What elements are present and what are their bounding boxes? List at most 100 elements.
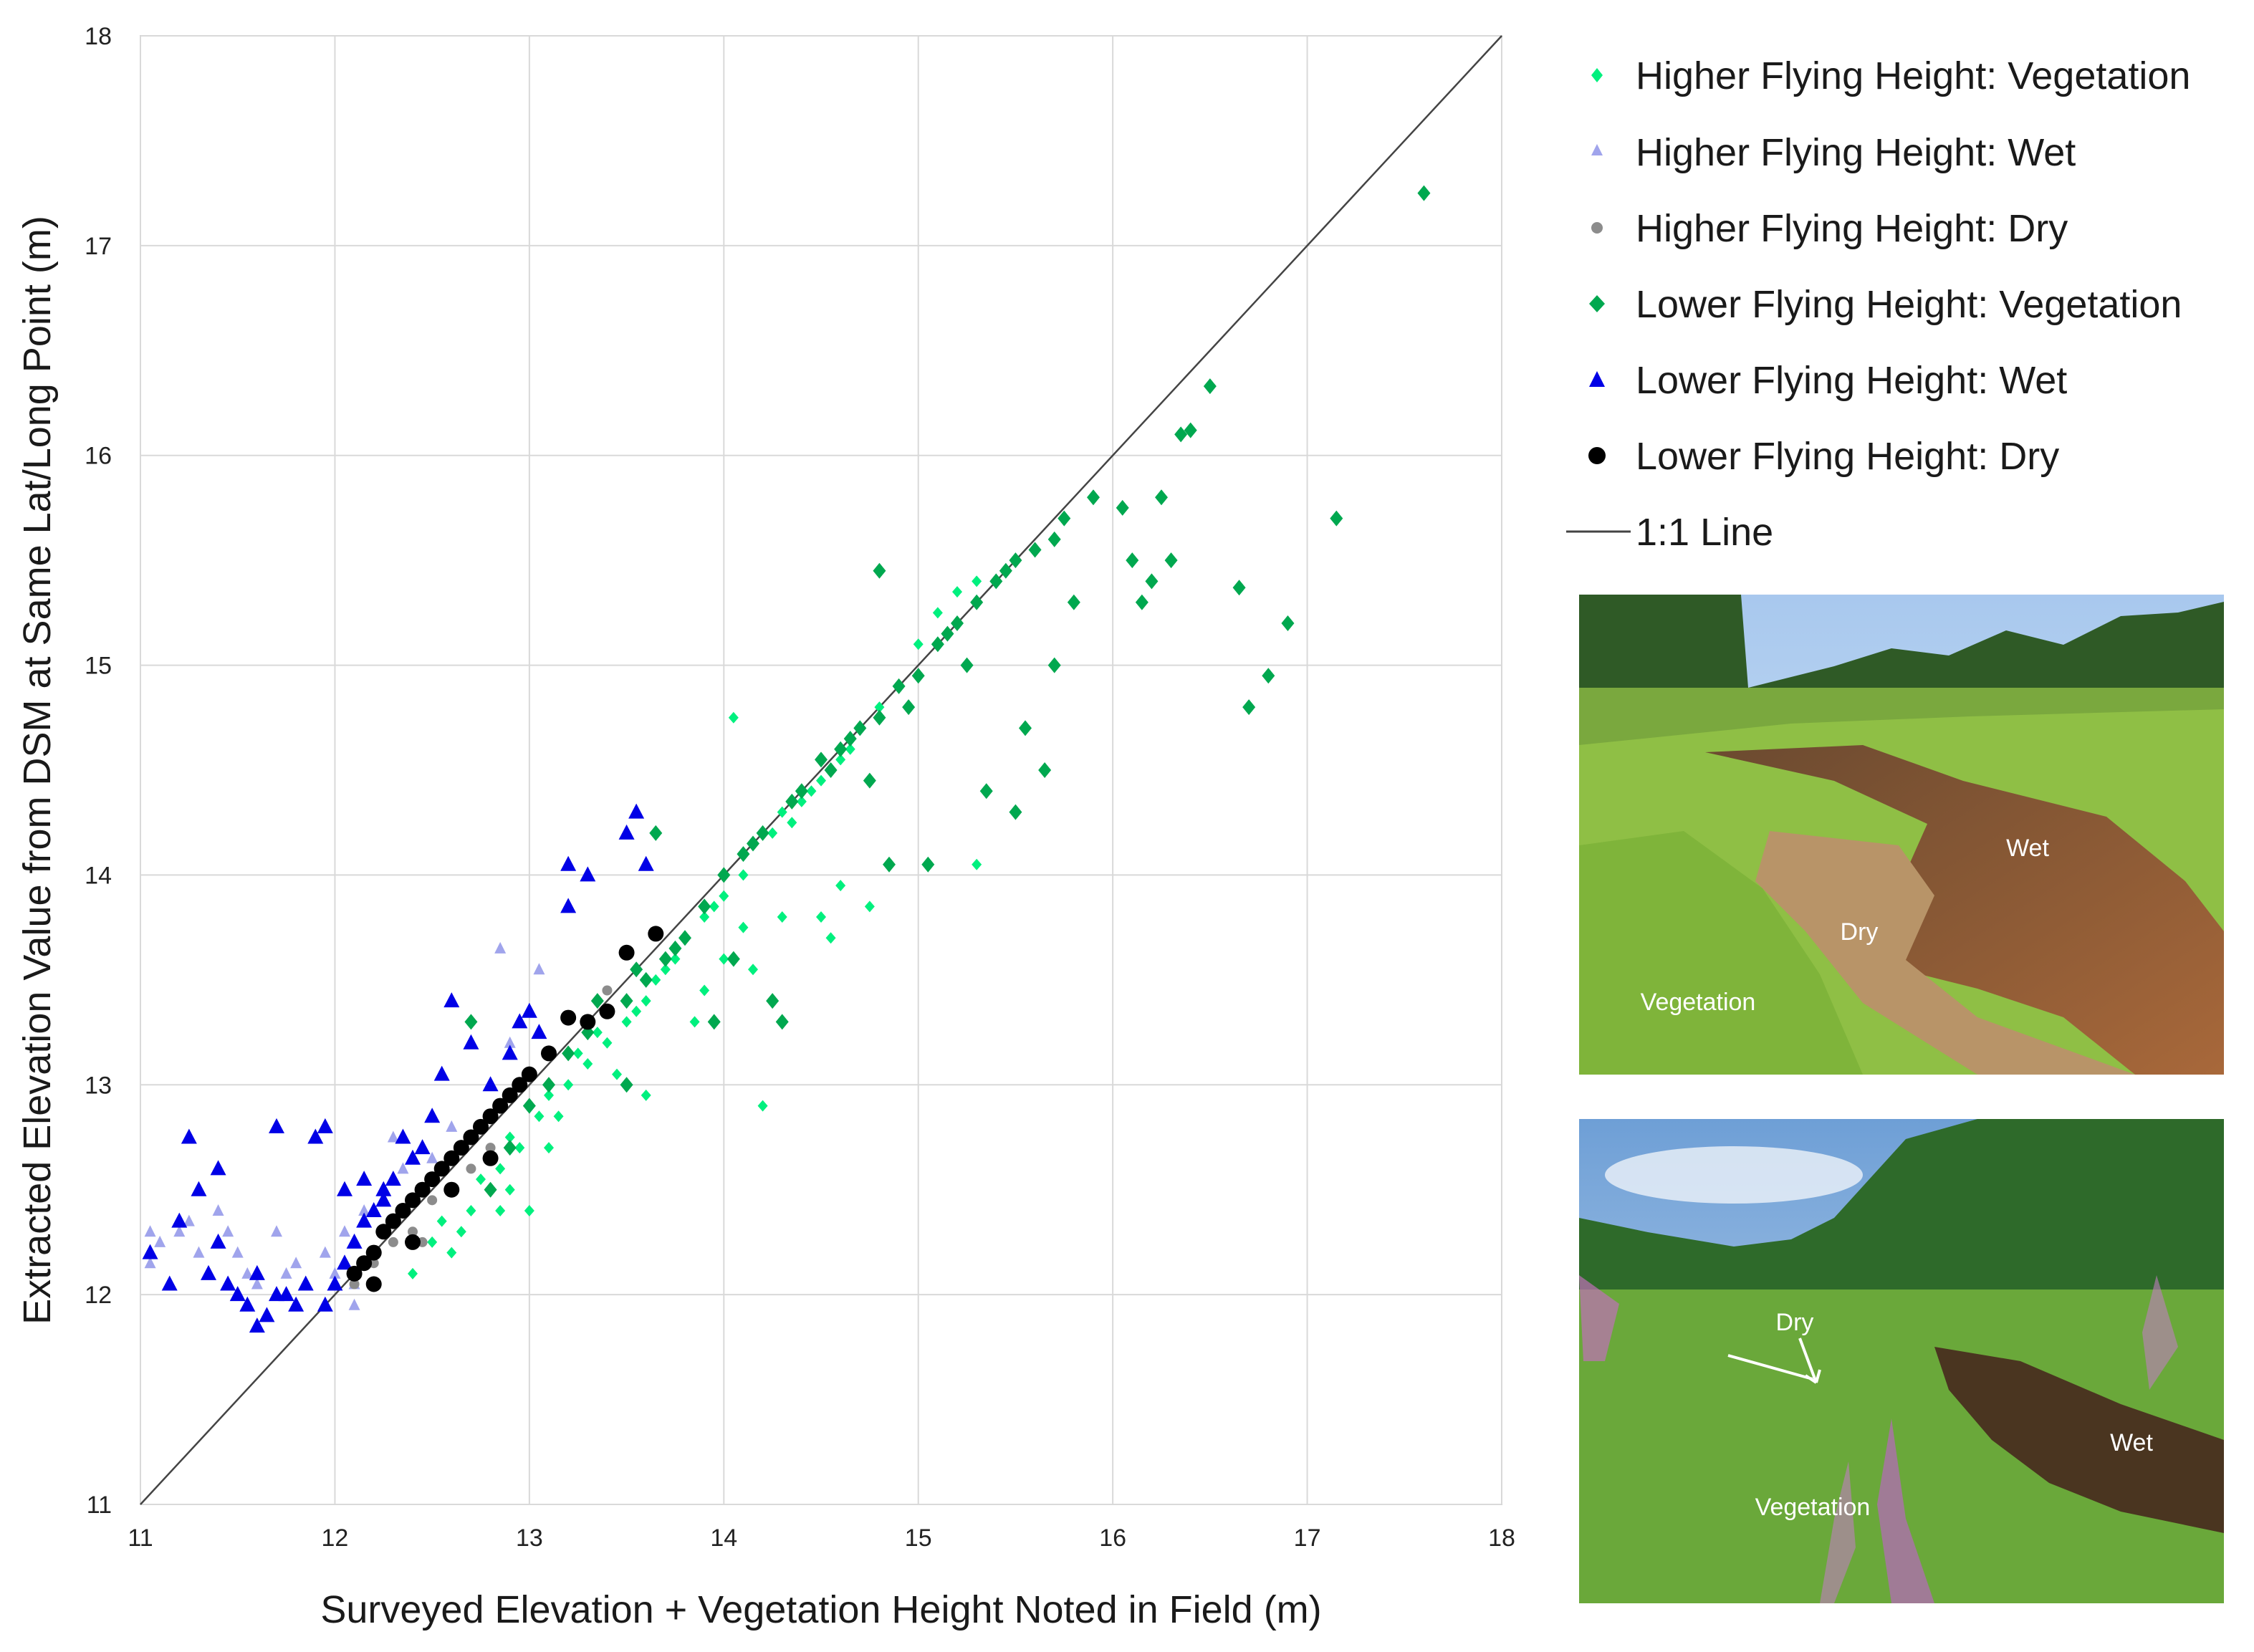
legend-label: Higher Flying Height: Dry <box>1636 207 2068 250</box>
data-point <box>297 1275 314 1291</box>
data-point <box>707 1014 721 1030</box>
data-point <box>699 984 710 997</box>
legend-label: Lower Flying Height: Dry <box>1636 435 2059 478</box>
data-point <box>796 795 807 807</box>
data-point <box>563 1079 574 1091</box>
data-point <box>726 951 740 967</box>
data-point <box>387 1130 399 1143</box>
data-point <box>456 1226 466 1238</box>
data-point <box>512 1077 528 1093</box>
data-point <box>582 1058 593 1070</box>
data-point <box>1067 594 1080 610</box>
data-point <box>426 1151 438 1163</box>
data-point <box>495 1205 506 1216</box>
dry-arrow-icon <box>1727 1338 1821 1384</box>
data-point <box>816 774 826 787</box>
legend-marker-circle-icon <box>1588 447 1606 464</box>
y-tick-label: 15 <box>85 653 112 680</box>
data-point <box>979 783 993 799</box>
data-point <box>212 1204 224 1216</box>
data-point <box>1184 422 1197 438</box>
x-axis-title: Surveyed Elevation + Vegetation Height N… <box>320 1588 1321 1631</box>
data-point <box>921 856 935 873</box>
data-point <box>1135 594 1148 610</box>
data-point <box>229 1286 246 1302</box>
legend-marker-diamond-icon <box>1589 295 1605 312</box>
data-point <box>251 1277 263 1290</box>
data-point <box>408 1267 418 1279</box>
data-point <box>463 1034 479 1050</box>
data-point <box>259 1307 275 1322</box>
data-point <box>210 1233 226 1249</box>
data-point <box>290 1257 302 1269</box>
data-point <box>349 1279 360 1290</box>
data-point <box>1281 615 1295 631</box>
data-point <box>960 657 974 673</box>
data-point <box>766 993 780 1009</box>
data-point <box>806 785 817 797</box>
data-point <box>660 964 671 976</box>
x-tick-labels: 11 12 13 14 15 16 17 18 <box>128 1524 1515 1552</box>
data-point <box>502 1044 518 1060</box>
data-point <box>1145 573 1159 590</box>
data-point <box>1038 762 1052 778</box>
legend-label: 1:1 Line <box>1636 511 1773 554</box>
data-point <box>785 793 799 810</box>
data-point <box>863 772 876 789</box>
legend-item-higher-wet: Higher Flying Height: Wet <box>1591 131 2076 174</box>
data-point <box>1028 542 1042 558</box>
data-point <box>512 1013 528 1029</box>
data-point <box>612 1068 622 1080</box>
data-point <box>913 638 924 650</box>
loosestrife-flowers <box>1877 1418 1934 1603</box>
data-point <box>689 1016 700 1028</box>
data-point <box>621 1016 632 1028</box>
data-point <box>319 1246 331 1258</box>
data-point <box>787 817 797 829</box>
data-point <box>835 754 846 766</box>
data-point <box>911 668 925 684</box>
data-point <box>1116 499 1129 516</box>
photo-2-label-wet: Wet <box>2110 1429 2153 1456</box>
data-point <box>375 1224 392 1240</box>
data-point <box>618 824 635 840</box>
data-point <box>453 1140 469 1156</box>
series-5 <box>346 926 664 1292</box>
data-point <box>531 1024 547 1039</box>
stream <box>1934 1347 2224 1533</box>
data-point <box>874 701 885 714</box>
data-point <box>1262 668 1275 684</box>
data-point <box>269 1118 284 1133</box>
sand-bar <box>1755 831 2135 1075</box>
data-point <box>902 699 916 716</box>
data-point <box>777 806 787 818</box>
data-point <box>873 709 886 726</box>
data-point <box>533 963 545 975</box>
data-point <box>952 586 962 598</box>
x-tick-label: 16 <box>1099 1524 1126 1552</box>
data-point <box>271 1225 282 1237</box>
data-point <box>767 827 778 839</box>
data-point <box>210 1160 226 1176</box>
data-point <box>482 1108 499 1125</box>
data-point <box>144 1225 156 1237</box>
photo-2-label-dry: Dry <box>1776 1309 1814 1336</box>
data-point <box>970 594 984 610</box>
data-point <box>327 1275 343 1291</box>
x-tick-label: 17 <box>1294 1524 1321 1552</box>
data-point <box>365 1202 382 1217</box>
data-point <box>602 985 613 996</box>
data-point <box>436 1215 447 1227</box>
data-point <box>1009 804 1022 820</box>
data-point <box>825 932 836 944</box>
data-point <box>824 762 838 778</box>
data-point <box>835 880 846 892</box>
data-point <box>220 1275 236 1291</box>
data-point <box>641 995 651 1007</box>
data-point <box>388 1236 398 1247</box>
data-point <box>173 1225 186 1237</box>
data-point <box>1126 552 1139 569</box>
data-point <box>408 1226 418 1237</box>
data-point <box>395 1203 411 1219</box>
